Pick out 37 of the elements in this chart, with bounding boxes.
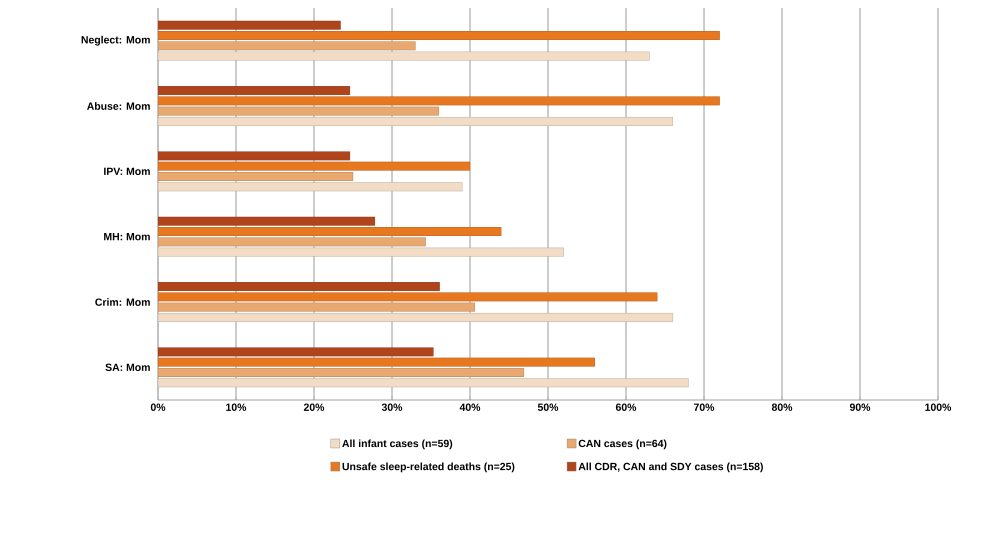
x-tick-label: 30% bbox=[382, 404, 402, 411]
bar bbox=[158, 172, 354, 181]
legend-label: CAN cases (n=64) bbox=[578, 439, 666, 450]
legend-label: All CDR, CAN and SDY cases (n=158) bbox=[578, 462, 763, 472]
x-tick-label: 60% bbox=[616, 404, 636, 411]
bar bbox=[158, 368, 524, 377]
y-tick-label: Neglect: Mom bbox=[82, 36, 150, 46]
x-tick-label: 10% bbox=[226, 404, 246, 411]
legend-label: Unsafe sleep-related deaths (n=25) bbox=[342, 462, 514, 472]
bar bbox=[158, 86, 350, 95]
x-tick-label: 70% bbox=[694, 404, 714, 411]
bar bbox=[158, 96, 720, 106]
bar bbox=[158, 117, 674, 126]
y-tick-label: Crim: Mom bbox=[95, 298, 150, 306]
bar bbox=[158, 106, 440, 116]
x-tick-label: 90% bbox=[850, 404, 870, 411]
bar bbox=[158, 302, 475, 312]
bar bbox=[158, 151, 350, 160]
bar bbox=[158, 347, 434, 356]
x-tick-label: 80% bbox=[772, 404, 792, 411]
bar bbox=[158, 227, 502, 236]
y-tick-label: IPV: Mom bbox=[104, 168, 150, 175]
bar bbox=[158, 31, 720, 40]
y-tick-label: SA: Mom bbox=[105, 364, 150, 372]
x-tick-label: 40% bbox=[460, 404, 480, 411]
bar bbox=[158, 248, 564, 257]
bar bbox=[158, 292, 658, 302]
y-tick-label: Abuse: Mom bbox=[87, 102, 150, 110]
x-tick-label: 50% bbox=[538, 404, 558, 411]
legend-label: All infant cases (n=59) bbox=[342, 439, 452, 450]
bar bbox=[158, 313, 674, 322]
x-tick-label: 20% bbox=[304, 404, 324, 411]
x-tick-label: 100% bbox=[925, 404, 952, 411]
y-tick-label: MH: Mom bbox=[104, 233, 150, 240]
bar bbox=[158, 282, 440, 291]
x-tick-label: 0% bbox=[150, 404, 166, 411]
bar bbox=[158, 52, 650, 61]
